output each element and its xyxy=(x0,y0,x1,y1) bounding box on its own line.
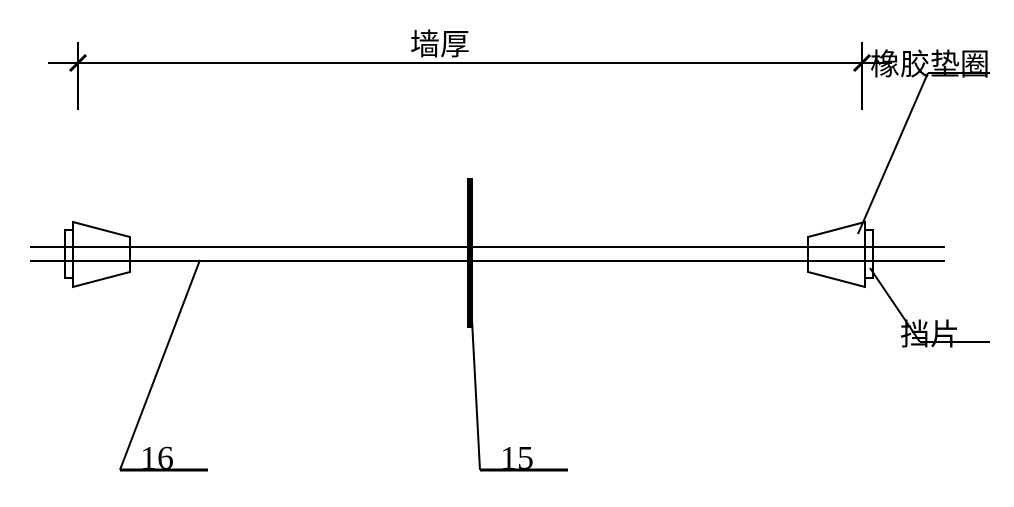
diagram-svg xyxy=(0,0,1014,507)
callout-label-rubber-gasket: 橡胶垫圈 xyxy=(870,40,990,84)
ref-label-16: 16 xyxy=(140,440,174,478)
dimension-label-wall-thickness: 墙厚 xyxy=(410,20,470,64)
callout-label-baffle: 挡片 xyxy=(900,310,960,354)
ref-label-15: 15 xyxy=(500,440,534,478)
